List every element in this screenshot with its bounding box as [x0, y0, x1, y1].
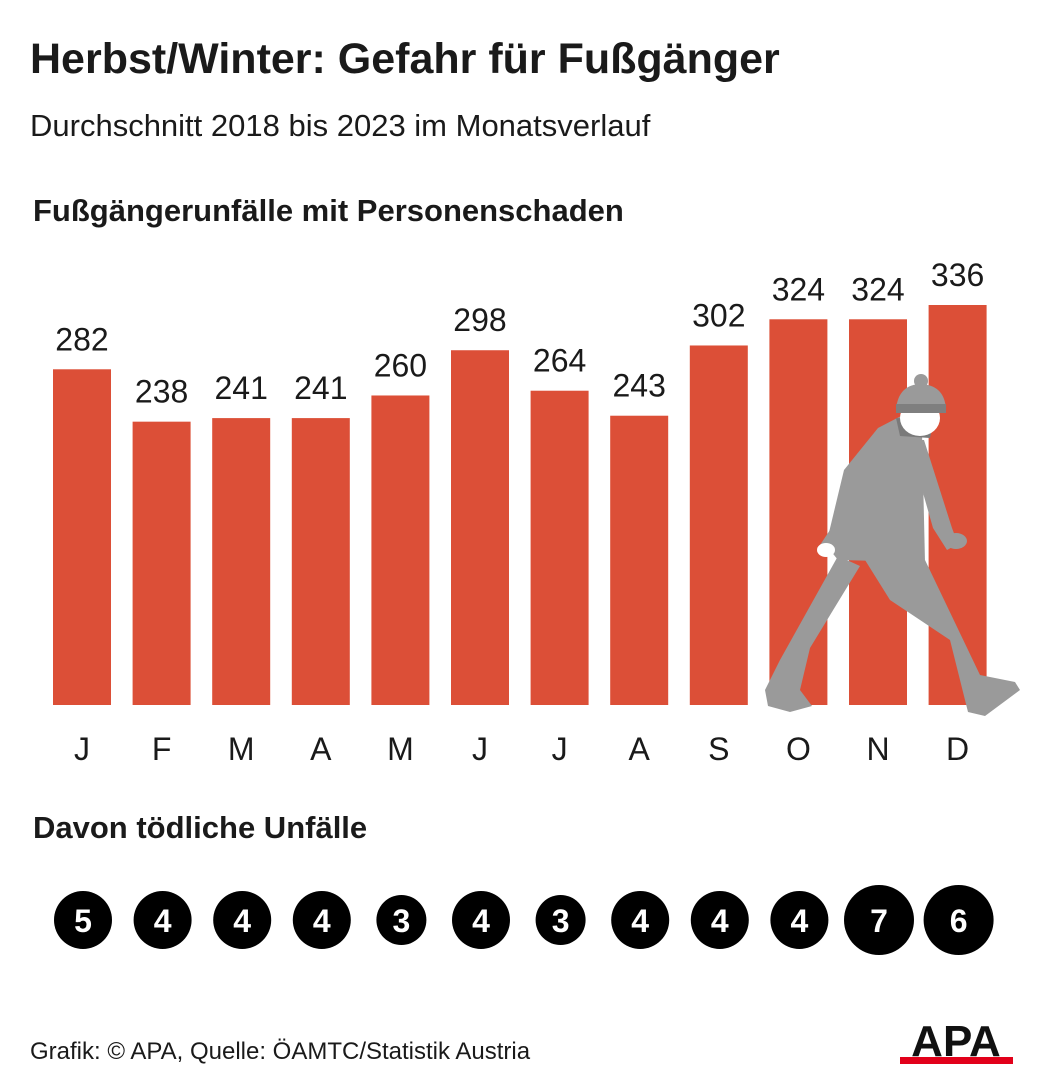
- bar-value-label: 336: [931, 257, 984, 293]
- fatal-count-label: 6: [950, 903, 968, 939]
- bar-value-label: 264: [533, 343, 586, 379]
- bar-1: [132, 421, 191, 705]
- logo-underline: [900, 1057, 1013, 1064]
- walking-pedestrian-icon: [765, 374, 1020, 716]
- bar-8: [689, 345, 748, 705]
- bar-5: [451, 350, 509, 705]
- bar-value-label: 298: [453, 302, 506, 338]
- bar-value-label: 260: [374, 347, 427, 383]
- fatal-count-label: 4: [233, 903, 251, 939]
- apa-logo: APA: [900, 1018, 1013, 1066]
- bar-3: [291, 418, 350, 705]
- bar-value-label: 241: [294, 370, 347, 406]
- fatal-circle-2: [213, 891, 272, 949]
- fatal-count-label: 4: [472, 903, 490, 939]
- fatal-circle-9: [770, 891, 829, 949]
- x-tick-label: N: [866, 731, 889, 767]
- fatal-count-label: 5: [74, 903, 92, 939]
- fatal-circle-3: [292, 891, 351, 949]
- bar-2: [212, 418, 271, 705]
- bar-value-labels: 282 238 241 241 260 298 264 243 302 324 324 336: [55, 257, 984, 410]
- x-tick-label: M: [387, 731, 414, 767]
- bar-value-label: 243: [613, 368, 666, 404]
- bar-value-label: 302: [692, 297, 745, 333]
- x-tick-label: D: [946, 731, 969, 767]
- chart-title: Herbst/Winter: Gefahr für Fußgänger: [30, 35, 780, 83]
- bar-value-label: 282: [55, 321, 108, 357]
- bar-0: [53, 369, 111, 705]
- x-tick-label: F: [152, 731, 172, 767]
- x-tick-label: A: [310, 731, 332, 767]
- fatal-circle-6: [535, 895, 586, 945]
- x-tick-label: J: [74, 731, 90, 767]
- fatal-circle-8: [690, 891, 749, 949]
- fatal-count-label: 4: [313, 903, 331, 939]
- fatal-count-label: 3: [393, 903, 411, 939]
- source-note: Grafik: © APA, Quelle: ÖAMTC/Statistik A…: [30, 1038, 531, 1065]
- fatal-count-label: 3: [552, 903, 570, 939]
- fatal-count-label: 4: [711, 903, 729, 939]
- x-tick-label: O: [786, 731, 811, 767]
- x-tick-label: J: [472, 731, 488, 767]
- fatal-count-label: 7: [870, 903, 888, 939]
- fatal-circle-10: [844, 885, 914, 955]
- x-tick-label: S: [708, 731, 729, 767]
- x-tick-label: A: [629, 731, 651, 767]
- fatal-circle-4: [376, 895, 427, 945]
- fatal-circle-7: [611, 891, 670, 949]
- bar-4: [371, 395, 430, 705]
- x-tick-label: J: [552, 731, 568, 767]
- fatal-count-label: 4: [791, 903, 809, 939]
- fatal-circle-1: [133, 891, 192, 949]
- chart-subtitle: Durchschnitt 2018 bis 2023 im Monatsverl…: [30, 108, 651, 143]
- bar-value-label: 324: [851, 271, 904, 307]
- fatal-accident-circles: 5 4 4 4 3 4 3 4 4 4 7 6: [54, 885, 994, 955]
- fatal-count-label: 4: [631, 903, 649, 939]
- bar-6: [530, 390, 589, 705]
- bar-7: [610, 415, 669, 705]
- fatal-accidents-heading: Davon tödliche Unfälle: [33, 810, 368, 845]
- x-tick-label: M: [228, 731, 255, 767]
- bar-value-label: 238: [135, 374, 188, 410]
- fatal-circle-5: [452, 891, 510, 949]
- bar-value-label: 324: [772, 271, 825, 307]
- bar-value-label: 241: [215, 370, 268, 406]
- fatal-circle-0: [54, 891, 112, 949]
- bar-chart-heading: Fußgängerunfälle mit Personenschaden: [33, 193, 624, 228]
- fatal-count-label: 4: [154, 903, 172, 939]
- fatal-circle-11: [923, 885, 994, 955]
